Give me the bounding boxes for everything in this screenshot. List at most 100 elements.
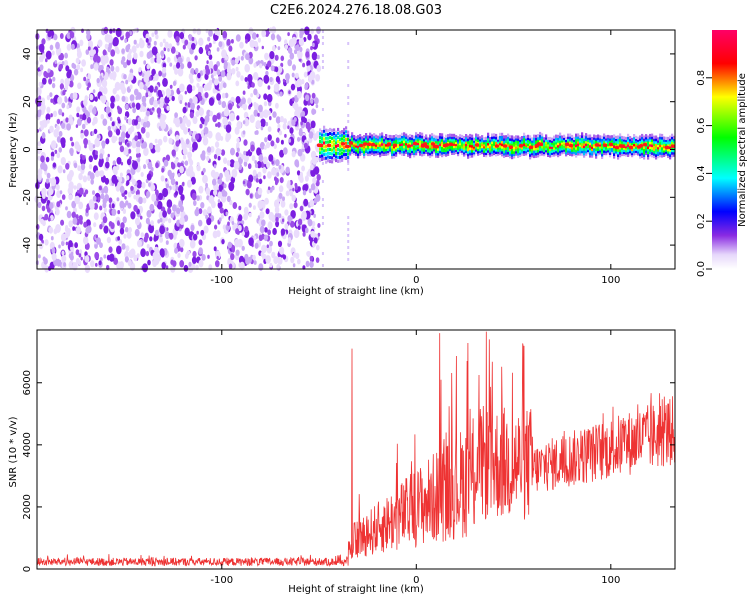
noise-blob bbox=[267, 60, 272, 68]
noise-blob bbox=[76, 106, 81, 113]
noise-blob bbox=[245, 39, 248, 44]
signal-cell bbox=[487, 149, 490, 153]
signal-cell bbox=[481, 147, 484, 151]
signal-cell bbox=[609, 140, 612, 144]
noise-blob bbox=[98, 185, 102, 191]
signal-cell bbox=[567, 140, 570, 144]
signal-cell bbox=[523, 142, 526, 146]
signal-cell bbox=[325, 152, 328, 156]
noise-blob bbox=[109, 72, 114, 80]
signal-peak bbox=[340, 142, 346, 146]
signal-cell bbox=[625, 147, 628, 151]
signal-cell bbox=[373, 145, 376, 149]
signal-cell bbox=[641, 133, 644, 138]
signal-cell bbox=[475, 135, 478, 139]
noise-streak-dot bbox=[347, 66, 350, 69]
signal-cell bbox=[443, 137, 446, 141]
signal-cell bbox=[605, 139, 608, 143]
signal-cell bbox=[567, 147, 570, 151]
signal-cell bbox=[391, 152, 394, 157]
signal-cell bbox=[423, 140, 426, 144]
signal-cell bbox=[545, 142, 548, 147]
noise-blob bbox=[123, 147, 129, 156]
noise-blob bbox=[58, 147, 62, 153]
noise-blob bbox=[257, 187, 263, 195]
signal-cell bbox=[471, 149, 474, 153]
signal-cell bbox=[657, 155, 660, 159]
signal-cell bbox=[525, 148, 528, 152]
signal-cell bbox=[331, 148, 334, 152]
noise-blob bbox=[259, 141, 265, 150]
signal-cell bbox=[645, 145, 648, 149]
noise-blob bbox=[89, 201, 95, 210]
noise-blob bbox=[148, 142, 154, 150]
signal-cell bbox=[437, 147, 440, 151]
signal-cell bbox=[485, 138, 488, 143]
noise-streak-dot bbox=[347, 252, 350, 255]
noise-blob bbox=[235, 96, 241, 104]
signal-cell bbox=[351, 148, 354, 152]
signal-cell bbox=[483, 141, 486, 145]
signal-cell bbox=[377, 151, 380, 155]
noise-blob bbox=[124, 250, 129, 259]
signal-cell bbox=[587, 151, 590, 155]
signal-cell bbox=[575, 149, 578, 153]
noise-streak-dot bbox=[347, 60, 350, 63]
noise-blob bbox=[258, 104, 263, 113]
noise-blob bbox=[215, 123, 218, 127]
signal-cell bbox=[397, 135, 400, 139]
noise-blob bbox=[226, 38, 231, 46]
noise-blob bbox=[240, 75, 244, 81]
noise-blob bbox=[146, 63, 151, 70]
signal-cell bbox=[369, 137, 372, 141]
noise-blob bbox=[188, 130, 192, 136]
signal-cell bbox=[345, 156, 348, 160]
signal-cell bbox=[501, 137, 504, 142]
signal-cell bbox=[511, 140, 514, 144]
noise-blob bbox=[301, 110, 306, 117]
signal-cell bbox=[331, 152, 334, 156]
noise-blob bbox=[212, 178, 217, 186]
signal-peak bbox=[568, 143, 574, 148]
noise-blob bbox=[154, 29, 158, 35]
noise-blob bbox=[261, 244, 267, 254]
signal-cell bbox=[457, 148, 460, 152]
signal-cell bbox=[395, 136, 398, 140]
signal-cell bbox=[593, 140, 596, 145]
signal-cell bbox=[627, 138, 630, 142]
noise-blob bbox=[258, 263, 264, 271]
noise-blob bbox=[179, 260, 185, 268]
signal-cell bbox=[517, 142, 520, 146]
noise-blob bbox=[272, 186, 275, 191]
noise-blob bbox=[148, 223, 155, 234]
signal-cell bbox=[593, 143, 596, 147]
signal-cell bbox=[513, 136, 516, 140]
noise-blob bbox=[208, 54, 213, 60]
signal-cell bbox=[673, 140, 676, 144]
signal-cell bbox=[617, 153, 620, 157]
signal-cell bbox=[519, 147, 522, 151]
noise-blob bbox=[215, 132, 222, 142]
noise-blob bbox=[217, 121, 221, 128]
noise-blob bbox=[195, 67, 199, 74]
signal-cell bbox=[337, 155, 340, 159]
signal-cell bbox=[501, 135, 504, 139]
signal-cell bbox=[591, 154, 594, 158]
noise-blob bbox=[127, 259, 132, 267]
noise-blob bbox=[218, 178, 223, 185]
signal-cell bbox=[591, 150, 594, 154]
signal-cell bbox=[635, 137, 638, 141]
noise-blob bbox=[299, 205, 304, 212]
signal-cell bbox=[603, 140, 606, 144]
noise-blob bbox=[192, 85, 196, 91]
noise-blob bbox=[213, 64, 218, 72]
noise-blob bbox=[110, 222, 115, 230]
noise-blob bbox=[267, 221, 273, 230]
signal-cell bbox=[533, 149, 536, 153]
signal-cell bbox=[439, 135, 442, 139]
signal-cell bbox=[411, 141, 414, 145]
noise-blob bbox=[223, 157, 228, 164]
signal-cell bbox=[411, 149, 414, 153]
signal-cell bbox=[371, 149, 374, 153]
signal-cell bbox=[511, 156, 514, 160]
